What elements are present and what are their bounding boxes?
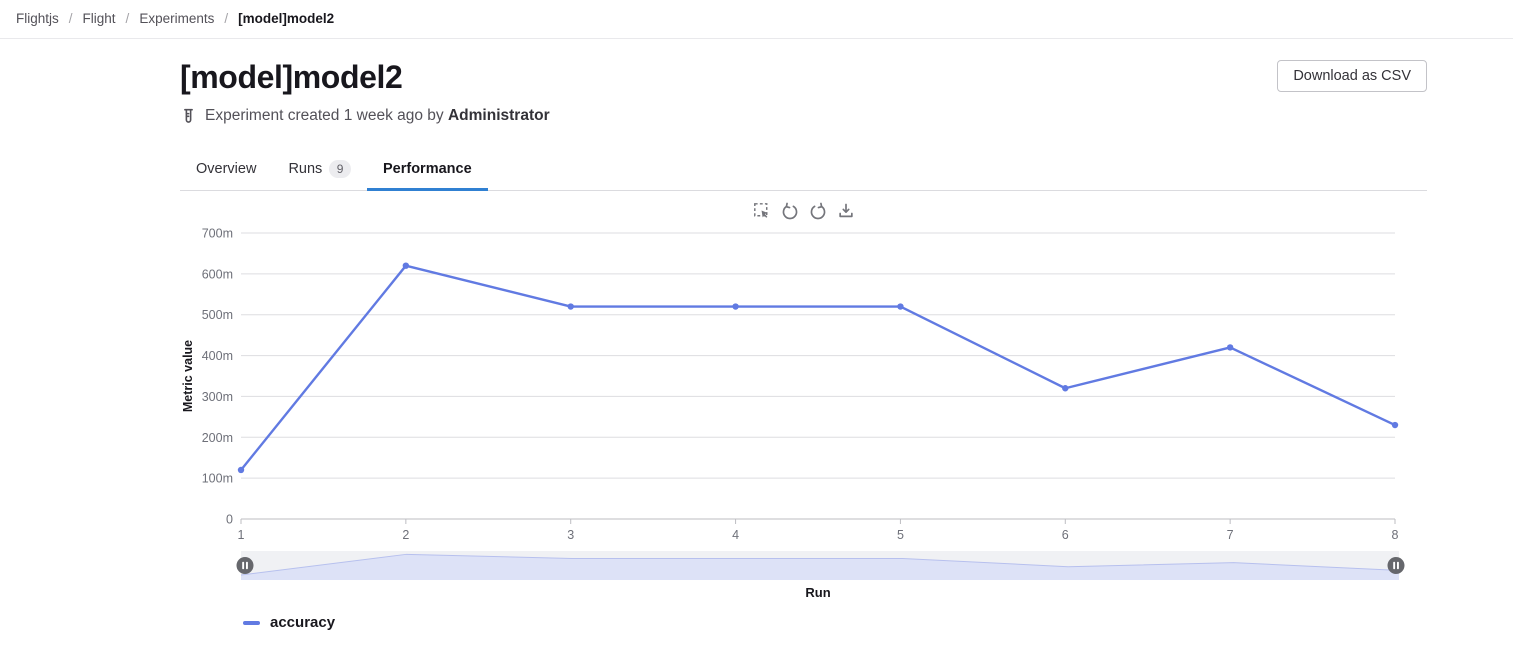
chart-zoom-select-button[interactable] — [751, 199, 773, 223]
x-tick-label: 7 — [1227, 528, 1234, 542]
breadcrumb-item-group[interactable]: Flightjs — [16, 11, 59, 26]
breadcrumb-separator: / — [125, 11, 130, 26]
x-tick-label: 6 — [1062, 528, 1069, 542]
data-point[interactable] — [1391, 422, 1399, 429]
x-tick-label: 5 — [897, 528, 904, 542]
y-tick-label: 500m — [202, 308, 233, 322]
data-point[interactable] — [897, 303, 904, 310]
datazoom-right-handle-grip — [1397, 561, 1399, 570]
chart-legend-item-accuracy[interactable]: accuracy — [243, 614, 1427, 631]
x-tick-label: 3 — [567, 528, 574, 542]
x-tick-label: 1 — [238, 528, 245, 542]
y-tick-label: 600m — [202, 268, 233, 282]
breadcrumb-separator: / — [68, 11, 73, 26]
y-tick-label: 0 — [226, 513, 233, 527]
x-tick-label: 8 — [1392, 528, 1399, 542]
download-csv-button[interactable]: Download as CSV — [1277, 60, 1427, 92]
breadcrumb: Flightjs / Flight / Experiments / [model… — [0, 0, 1513, 39]
y-tick-label: 300m — [202, 390, 233, 404]
datazoom-right-handle-grip — [1393, 561, 1396, 570]
chart-refresh-button[interactable] — [807, 199, 829, 223]
datazoom-area[interactable] — [241, 554, 1399, 581]
tab-performance[interactable]: Performance — [366, 147, 488, 192]
y-tick-label: 400m — [202, 349, 233, 363]
performance-chart[interactable]: 0 100m 200m 300m 400m 500m 600m 700m 1 2 3 4 5 6 7 8 Met… — [180, 223, 1427, 603]
experiment-test-tube-icon — [180, 108, 197, 125]
tab-runs[interactable]: Runs 9 — [272, 147, 367, 191]
data-point[interactable] — [1226, 344, 1234, 351]
runs-count-badge: 9 — [329, 160, 351, 179]
x-tick-label: 4 — [732, 528, 739, 542]
datazoom-right-handle[interactable] — [1387, 557, 1405, 575]
download-icon — [838, 203, 853, 218]
datazoom-left-handle-grip — [242, 561, 245, 570]
breadcrumb-item-experiments[interactable]: Experiments — [139, 11, 215, 26]
data-point[interactable] — [1062, 385, 1069, 392]
undo-arrow-icon — [782, 202, 797, 220]
datazoom-left-handle[interactable] — [236, 557, 254, 575]
redo-arrow-icon — [810, 202, 825, 220]
legend-line-swatch — [243, 620, 260, 625]
y-tick-label: 700m — [202, 227, 233, 241]
legend-label: accuracy — [270, 614, 336, 632]
experiment-author: Administrator — [447, 107, 550, 125]
chart-download-button[interactable] — [835, 199, 857, 223]
experiment-tabs: Overview Runs 9 Performance — [180, 147, 1427, 192]
series-line — [240, 264, 1396, 471]
x-axis-title: Run — [805, 585, 830, 600]
datazoom-left-handle-grip — [246, 561, 248, 570]
y-tick-label: 100m — [202, 472, 233, 486]
data-point[interactable] — [732, 303, 739, 310]
chart-restore-button[interactable] — [779, 199, 801, 223]
experiment-meta-text: Experiment created 1 week ago by Adminis… — [205, 107, 550, 125]
breadcrumb-current: [model]model2 — [238, 11, 335, 26]
page-title: [model]model2 — [180, 59, 403, 95]
breadcrumb-separator: / — [224, 11, 229, 26]
x-tick-label: 2 — [402, 528, 409, 542]
data-point[interactable] — [402, 262, 410, 270]
box-select-icon — [753, 203, 768, 218]
y-axis-title: Metric value — [181, 340, 195, 412]
chart-toolbar — [180, 199, 1427, 223]
y-tick-label: 200m — [202, 431, 233, 445]
datazoom-area-outline — [240, 554, 1400, 576]
breadcrumb-item-project[interactable]: Flight — [82, 11, 116, 26]
data-point[interactable] — [237, 466, 245, 474]
data-point[interactable] — [567, 303, 574, 310]
tab-overview[interactable]: Overview — [196, 161, 257, 178]
